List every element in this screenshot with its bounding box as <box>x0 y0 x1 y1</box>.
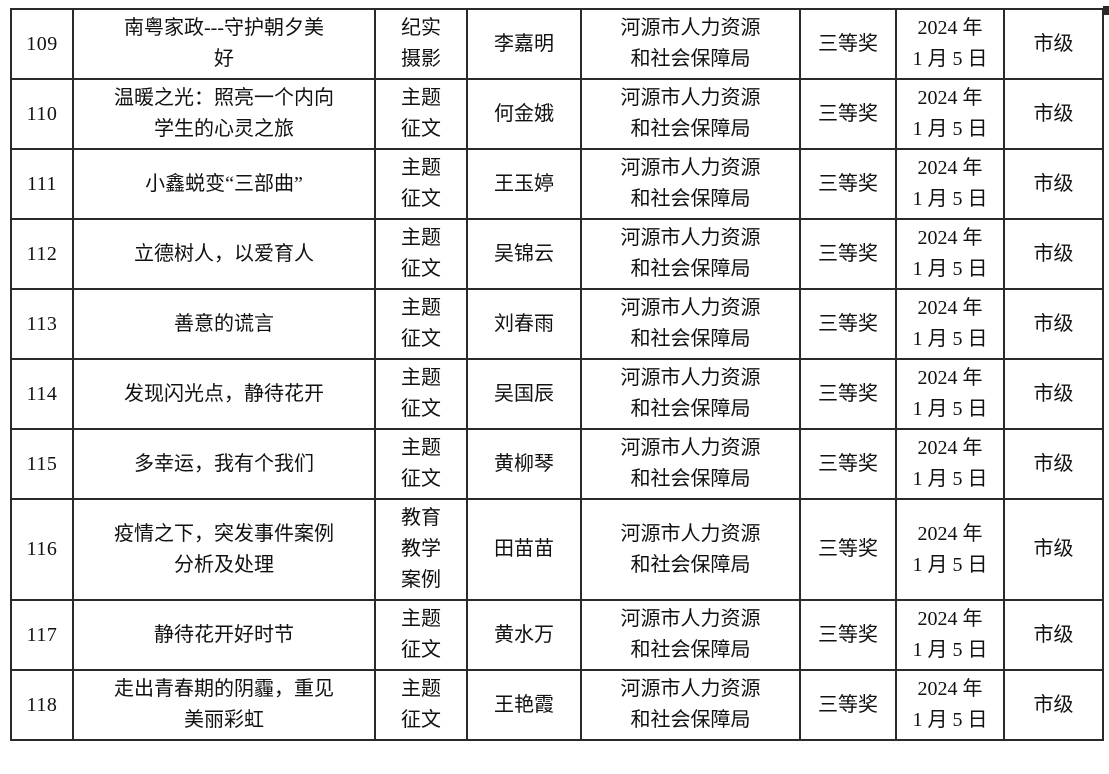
table-row: 113 善意的谎言 主题 征文 刘春雨 河源市人力资源 和社会保障局 三等奖 2… <box>10 288 1104 360</box>
table-row: 116 疫情之下，突发事件案例 分析及处理 教育 教学 案例 田苗苗 河源市人力… <box>10 498 1104 601</box>
cell-award-level: 市级 <box>1003 428 1104 500</box>
cell-category: 主题 征文 <box>374 669 468 741</box>
cell-row-number: 114 <box>10 358 74 430</box>
cell-award-date: 2024 年 1 月 5 日 <box>895 8 1005 80</box>
cell-work-title: 多幸运，我有个我们 <box>72 428 376 500</box>
cell-row-number: 113 <box>10 288 74 360</box>
cell-award-date: 2024 年 1 月 5 日 <box>895 358 1005 430</box>
cell-award-grade: 三等奖 <box>799 8 897 80</box>
cell-issuing-organization: 河源市人力资源 和社会保障局 <box>580 8 801 80</box>
cell-award-level: 市级 <box>1003 358 1104 430</box>
cell-row-number: 110 <box>10 78 74 150</box>
cell-award-grade: 三等奖 <box>799 78 897 150</box>
cell-work-title: 善意的谎言 <box>72 288 376 360</box>
cell-row-number: 115 <box>10 428 74 500</box>
cell-issuing-organization: 河源市人力资源 和社会保障局 <box>580 428 801 500</box>
cell-award-date: 2024 年 1 月 5 日 <box>895 669 1005 741</box>
cell-award-level: 市级 <box>1003 498 1104 601</box>
cell-category: 主题 征文 <box>374 148 468 220</box>
cell-row-number: 111 <box>10 148 74 220</box>
cell-award-date: 2024 年 1 月 5 日 <box>895 288 1005 360</box>
cell-award-date: 2024 年 1 月 5 日 <box>895 498 1005 601</box>
cell-work-title: 发现闪光点，静待花开 <box>72 358 376 430</box>
cell-award-grade: 三等奖 <box>799 218 897 290</box>
cell-issuing-organization: 河源市人力资源 和社会保障局 <box>580 288 801 360</box>
cell-award-grade: 三等奖 <box>799 288 897 360</box>
cell-issuing-organization: 河源市人力资源 和社会保障局 <box>580 669 801 741</box>
table-row: 109 南粤家政---守护朝夕美 好 纪实 摄影 李嘉明 河源市人力资源 和社会… <box>10 8 1104 80</box>
cell-award-level: 市级 <box>1003 599 1104 671</box>
cell-award-level: 市级 <box>1003 288 1104 360</box>
cell-row-number: 118 <box>10 669 74 741</box>
cell-category: 主题 征文 <box>374 358 468 430</box>
cell-award-date: 2024 年 1 月 5 日 <box>895 599 1005 671</box>
cell-category: 主题 征文 <box>374 218 468 290</box>
cell-work-title: 温暖之光：照亮一个内向 学生的心灵之旅 <box>72 78 376 150</box>
cell-issuing-organization: 河源市人力资源 和社会保障局 <box>580 78 801 150</box>
cell-award-level: 市级 <box>1003 8 1104 80</box>
cell-row-number: 112 <box>10 218 74 290</box>
cell-category: 纪实 摄影 <box>374 8 468 80</box>
cell-category: 主题 征文 <box>374 288 468 360</box>
cell-award-date: 2024 年 1 月 5 日 <box>895 78 1005 150</box>
cell-work-title: 走出青春期的阴霾，重见 美丽彩虹 <box>72 669 376 741</box>
cell-award-grade: 三等奖 <box>799 358 897 430</box>
cell-award-level: 市级 <box>1003 669 1104 741</box>
cell-issuing-organization: 河源市人力资源 和社会保障局 <box>580 599 801 671</box>
cell-row-number: 109 <box>10 8 74 80</box>
cell-award-grade: 三等奖 <box>799 428 897 500</box>
cell-author: 黄水万 <box>466 599 582 671</box>
cell-work-title: 南粤家政---守护朝夕美 好 <box>72 8 376 80</box>
table-row: 114 发现闪光点，静待花开 主题 征文 吴国辰 河源市人力资源 和社会保障局 … <box>10 358 1104 430</box>
cell-issuing-organization: 河源市人力资源 和社会保障局 <box>580 148 801 220</box>
cell-author: 何金娥 <box>466 78 582 150</box>
cell-row-number: 117 <box>10 599 74 671</box>
cell-award-date: 2024 年 1 月 5 日 <box>895 148 1005 220</box>
cell-category: 主题 征文 <box>374 428 468 500</box>
table-row: 111 小鑫蜕变“三部曲” 主题 征文 王玉婷 河源市人力资源 和社会保障局 三… <box>10 148 1104 220</box>
table-row: 115 多幸运，我有个我们 主题 征文 黄柳琴 河源市人力资源 和社会保障局 三… <box>10 428 1104 500</box>
table-row: 110 温暖之光：照亮一个内向 学生的心灵之旅 主题 征文 何金娥 河源市人力资… <box>10 78 1104 150</box>
cell-award-level: 市级 <box>1003 218 1104 290</box>
cell-author: 刘春雨 <box>466 288 582 360</box>
table-row: 118 走出青春期的阴霾，重见 美丽彩虹 主题 征文 王艳霞 河源市人力资源 和… <box>10 669 1104 741</box>
cell-issuing-organization: 河源市人力资源 和社会保障局 <box>580 358 801 430</box>
cell-author: 吴锦云 <box>466 218 582 290</box>
cell-author: 王玉婷 <box>466 148 582 220</box>
cell-award-grade: 三等奖 <box>799 498 897 601</box>
cell-award-grade: 三等奖 <box>799 669 897 741</box>
cell-category: 教育 教学 案例 <box>374 498 468 601</box>
cell-author: 王艳霞 <box>466 669 582 741</box>
awards-table-body: 109 南粤家政---守护朝夕美 好 纪实 摄影 李嘉明 河源市人力资源 和社会… <box>10 8 1104 741</box>
cell-award-date: 2024 年 1 月 5 日 <box>895 218 1005 290</box>
cell-author: 李嘉明 <box>466 8 582 80</box>
cell-award-level: 市级 <box>1003 148 1104 220</box>
cell-author: 黄柳琴 <box>466 428 582 500</box>
cell-row-number: 116 <box>10 498 74 601</box>
table-row: 112 立德树人，以爱育人 主题 征文 吴锦云 河源市人力资源 和社会保障局 三… <box>10 218 1104 290</box>
adjacent-table-edge-fragment <box>1103 6 1109 15</box>
awards-table: 109 南粤家政---守护朝夕美 好 纪实 摄影 李嘉明 河源市人力资源 和社会… <box>10 8 1104 741</box>
cell-category: 主题 征文 <box>374 78 468 150</box>
cell-author: 田苗苗 <box>466 498 582 601</box>
cell-award-grade: 三等奖 <box>799 148 897 220</box>
cell-author: 吴国辰 <box>466 358 582 430</box>
cell-issuing-organization: 河源市人力资源 和社会保障局 <box>580 498 801 601</box>
cell-work-title: 立德树人，以爱育人 <box>72 218 376 290</box>
cell-work-title: 疫情之下，突发事件案例 分析及处理 <box>72 498 376 601</box>
cell-issuing-organization: 河源市人力资源 和社会保障局 <box>580 218 801 290</box>
cell-award-date: 2024 年 1 月 5 日 <box>895 428 1005 500</box>
cell-work-title: 静待花开好时节 <box>72 599 376 671</box>
cell-category: 主题 征文 <box>374 599 468 671</box>
cell-award-level: 市级 <box>1003 78 1104 150</box>
cell-award-grade: 三等奖 <box>799 599 897 671</box>
table-row: 117 静待花开好时节 主题 征文 黄水万 河源市人力资源 和社会保障局 三等奖… <box>10 599 1104 671</box>
cell-work-title: 小鑫蜕变“三部曲” <box>72 148 376 220</box>
